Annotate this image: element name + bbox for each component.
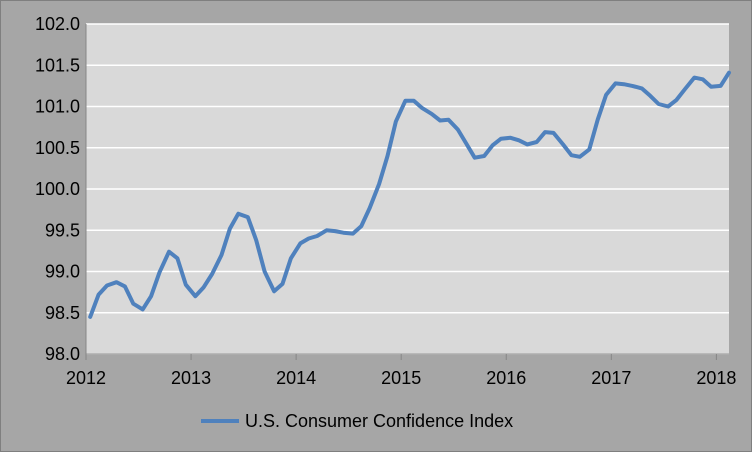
x-tick-label: 2013 bbox=[171, 368, 211, 388]
y-tick-label: 99.5 bbox=[45, 220, 80, 240]
y-tick-label: 98.5 bbox=[45, 303, 80, 323]
x-axis-tick-marks bbox=[85, 354, 717, 360]
y-tick-label: 101.5 bbox=[35, 55, 80, 75]
y-axis-tick-labels: 98.0 98.5 99.0 99.5 100.0 100.5 101.0 101.5 102.… bbox=[35, 14, 80, 364]
legend-label: U.S. Consumer Confidence Index bbox=[245, 411, 513, 431]
series-line bbox=[88, 70, 731, 319]
y-tick-label: 100.0 bbox=[35, 179, 80, 199]
x-tick-label: 2017 bbox=[591, 368, 631, 388]
x-tick-label: 2014 bbox=[276, 368, 316, 388]
y-tick-label: 98.0 bbox=[45, 344, 80, 364]
series-layer bbox=[88, 70, 731, 319]
x-tick-label: 2012 bbox=[66, 368, 106, 388]
legend: U.S. Consumer Confidence Index bbox=[201, 411, 513, 431]
y-tick-label: 99.0 bbox=[45, 262, 80, 282]
x-axis-tick-labels: 2012 2013 2014 2015 2016 2017 2018 bbox=[66, 368, 736, 388]
x-tick-label: 2016 bbox=[486, 368, 526, 388]
y-tick-label: 102.0 bbox=[35, 14, 80, 34]
x-tick-label: 2018 bbox=[696, 368, 736, 388]
y-tick-label: 101.0 bbox=[35, 97, 80, 117]
y-tick-label: 100.5 bbox=[35, 138, 80, 158]
x-tick-label: 2015 bbox=[381, 368, 421, 388]
